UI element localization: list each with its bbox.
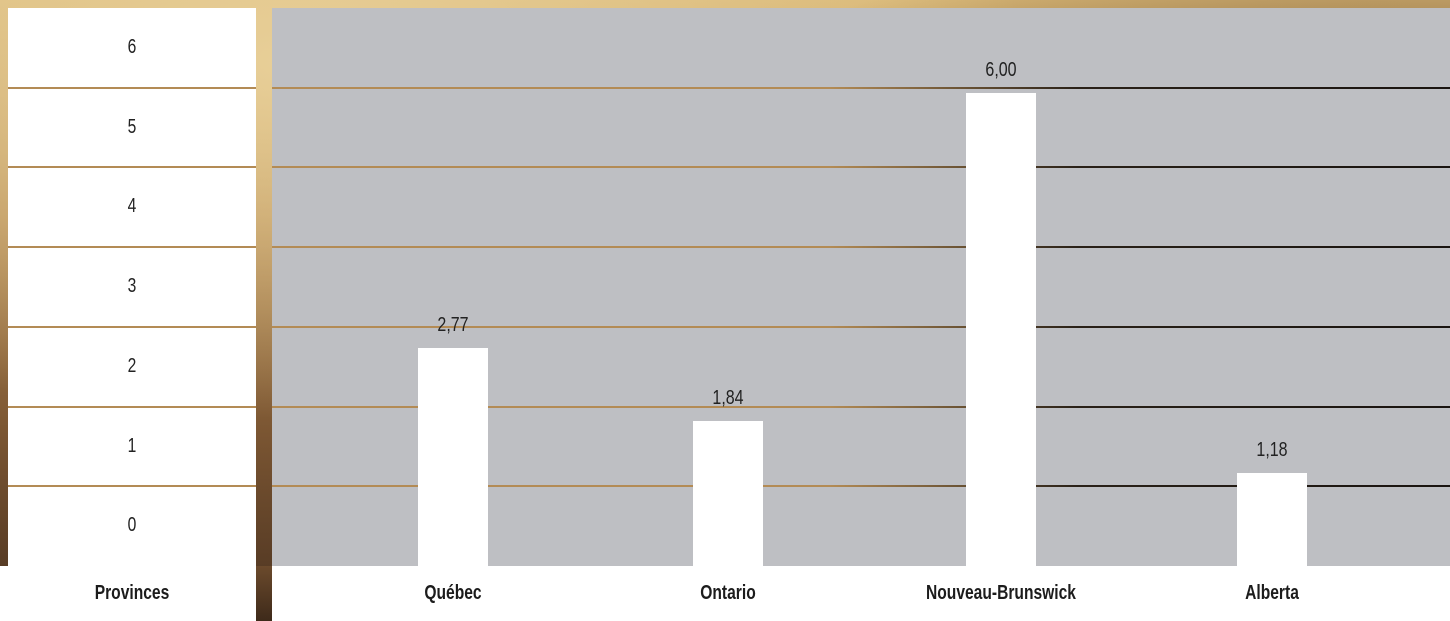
axis-divider <box>256 566 272 621</box>
y-tick-label: 1 <box>127 434 137 457</box>
y-tick-separator <box>8 246 256 249</box>
x-tick-label: Alberta <box>1245 582 1299 604</box>
x-tick-label: Québec <box>424 582 482 604</box>
bar <box>693 420 763 566</box>
bar-value-label: 1,84 <box>712 386 744 409</box>
bar <box>418 347 488 566</box>
y-tick-label: 2 <box>127 354 137 377</box>
grid-line <box>272 86 1450 89</box>
bar-value-label: 2,77 <box>437 313 469 336</box>
bar-value-label: 6,00 <box>985 59 1017 81</box>
x-axis-title: Provinces <box>94 582 170 604</box>
grid-line <box>272 166 1450 169</box>
grid-line <box>272 325 1450 328</box>
y-tick-label: 0 <box>127 514 137 537</box>
y-tick-separator <box>8 405 256 408</box>
grid-line <box>272 485 1450 488</box>
y-tick-separator <box>8 86 256 89</box>
grid-line <box>272 246 1450 249</box>
plot-area: 2,77 1,84 6,00 1,18 <box>272 8 1450 566</box>
y-tick-label: 3 <box>127 275 137 298</box>
y-tick-label: 4 <box>127 195 137 218</box>
x-tick-label: Nouveau-Brunswick <box>926 582 1076 604</box>
x-tick-label: Ontario <box>700 582 756 604</box>
y-axis-column: 6 5 4 3 2 1 0 <box>8 8 256 621</box>
bar-value-label: 1,18 <box>1256 438 1288 461</box>
category-axis-row: Provinces Québec Ontario Nouveau-Brunswick… <box>0 566 1450 621</box>
bar <box>1237 472 1307 566</box>
grid-line <box>272 405 1450 408</box>
y-tick-label: 6 <box>127 36 137 58</box>
y-tick-separator <box>8 325 256 328</box>
y-tick-separator <box>8 485 256 488</box>
bar <box>966 93 1036 566</box>
y-tick-separator <box>8 166 256 169</box>
y-tick-label: 5 <box>127 115 137 138</box>
